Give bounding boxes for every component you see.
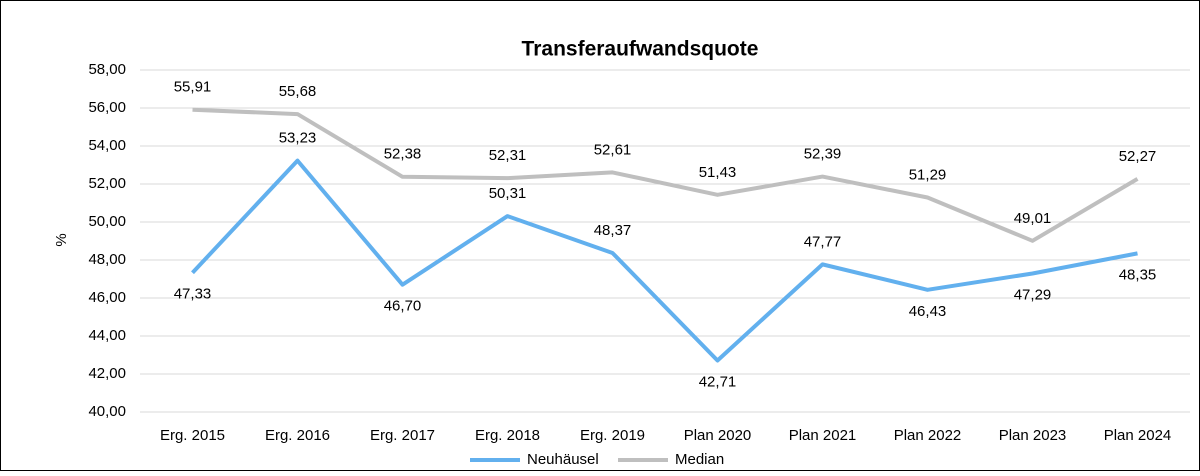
data-label: 55,68 — [279, 83, 317, 100]
y-tick-label: 44,00 — [88, 327, 126, 344]
data-label: 51,43 — [699, 164, 737, 181]
x-tick-label: Plan 2024 — [1104, 427, 1172, 444]
data-label: 52,38 — [384, 146, 422, 163]
line-series — [192, 107, 1139, 243]
data-label: 50,31 — [489, 185, 527, 202]
x-tick-label: Plan 2022 — [894, 427, 962, 444]
y-tick-label: 42,00 — [88, 365, 126, 382]
y-tick-label: 56,00 — [88, 99, 126, 116]
data-label: 47,29 — [1014, 286, 1052, 303]
data-label: 46,43 — [909, 303, 947, 320]
chart-title: Transferaufwandsquote — [522, 38, 759, 61]
y-tick-label: 46,00 — [88, 289, 126, 306]
data-label: 47,33 — [174, 286, 212, 303]
data-label: 48,37 — [594, 222, 632, 239]
legend-label: Median — [675, 451, 724, 468]
x-tick-label: Erg. 2017 — [370, 427, 435, 444]
x-tick-label: Erg. 2018 — [475, 427, 540, 444]
data-label: 53,23 — [279, 130, 317, 147]
x-tick-label: Erg. 2016 — [265, 427, 330, 444]
y-tick-label: 40,00 — [88, 403, 126, 420]
y-tick-label: 52,00 — [88, 175, 126, 192]
data-label: 52,61 — [594, 141, 632, 158]
y-tick-label: 54,00 — [88, 137, 126, 154]
y-tick-label: 48,00 — [88, 251, 126, 268]
data-label: 47,77 — [804, 233, 842, 250]
data-label: 52,27 — [1119, 148, 1157, 165]
data-label: 52,31 — [489, 147, 527, 164]
legend-label: Neuhäusel — [527, 451, 599, 468]
data-label: 52,39 — [804, 146, 842, 163]
line-series — [191, 158, 1138, 363]
y-tick-label: 50,00 — [88, 213, 126, 230]
data-label: 48,35 — [1119, 266, 1157, 283]
data-label: 42,71 — [699, 373, 737, 390]
x-tick-label: Plan 2023 — [999, 427, 1067, 444]
y-axis-label: % — [53, 233, 70, 246]
data-label: 49,01 — [1014, 210, 1052, 227]
data-label: 51,29 — [909, 166, 947, 183]
data-label: 46,70 — [384, 298, 422, 315]
y-tick-label: 58,00 — [88, 61, 126, 78]
x-tick-label: Erg. 2019 — [580, 427, 645, 444]
x-tick-label: Plan 2021 — [789, 427, 857, 444]
x-tick-label: Plan 2020 — [684, 427, 752, 444]
data-label: 55,91 — [174, 79, 212, 96]
x-tick-label: Erg. 2015 — [160, 427, 225, 444]
